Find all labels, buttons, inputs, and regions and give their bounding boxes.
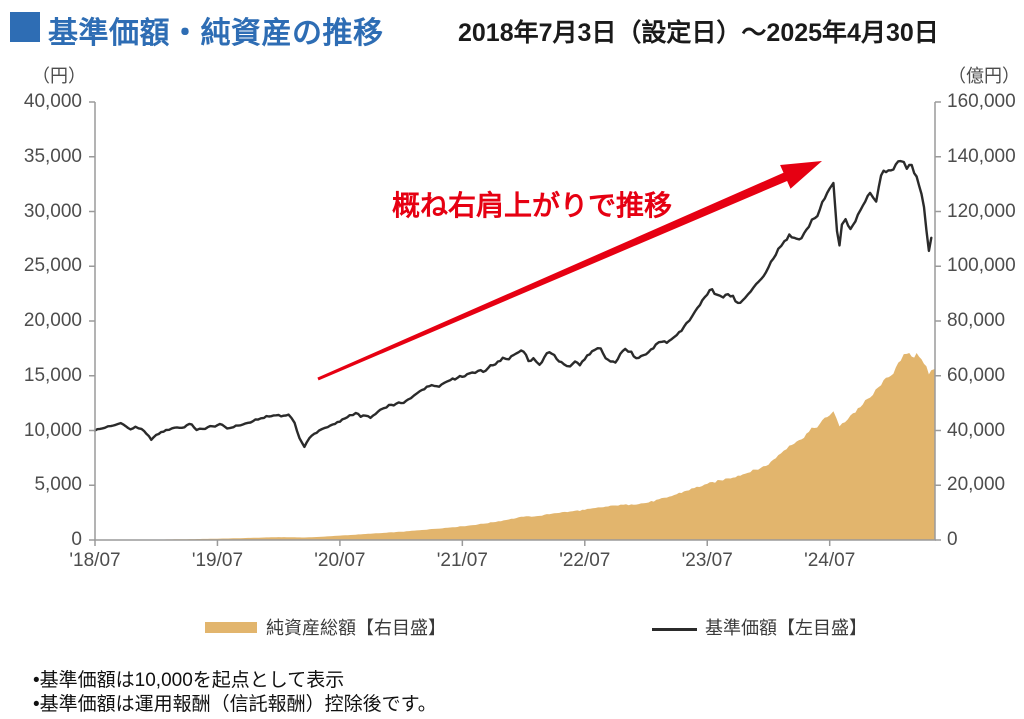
footnote-fees: •基準価額は運用報酬（信託報酬）控除後です。 bbox=[33, 694, 437, 715]
y-axis-left-tick-label: 20,000 bbox=[23, 310, 82, 331]
net-assets-legend-label: 純資産総額【右目盛】 bbox=[266, 618, 446, 638]
title-bullet-square bbox=[10, 12, 40, 42]
y-axis-left-tick-label: 30,000 bbox=[23, 200, 82, 222]
left-axis-unit-label: （円） bbox=[32, 66, 86, 86]
nav-legend-swatch bbox=[652, 628, 697, 631]
y-axis-left-tick-label: 5,000 bbox=[34, 474, 82, 496]
y-axis-right-tick-label: 120,000 bbox=[947, 200, 1016, 222]
y-axis-left-tick-label: 25,000 bbox=[23, 255, 82, 277]
y-axis-right-tick-label: 100,000 bbox=[947, 255, 1016, 277]
nav-legend-label: 基準価額【左目盛】 bbox=[705, 618, 867, 638]
x-axis-tick-label: '19/07 bbox=[191, 550, 244, 571]
y-axis-left-tick-label: 35,000 bbox=[23, 145, 82, 167]
y-axis-left-tick-label: 10,000 bbox=[23, 419, 82, 441]
y-axis-right-tick-label: 80,000 bbox=[947, 310, 1006, 331]
y-axis-left-tick-label: 40,000 bbox=[23, 91, 82, 112]
x-axis-tick-label: '21/07 bbox=[436, 550, 488, 571]
y-axis-left-tick-label: 0 bbox=[71, 529, 82, 550]
upward-trend-arrow bbox=[317, 161, 822, 381]
y-axis-right-tick-label: 60,000 bbox=[947, 364, 1006, 386]
x-axis-tick-label: '24/07 bbox=[804, 550, 856, 571]
chart-axes bbox=[89, 101, 941, 546]
page-title: 基準価額・純資産の推移 bbox=[48, 17, 384, 50]
trend-annotation-text: 概ね右肩上がりで推移 bbox=[392, 190, 673, 221]
y-axis-right-tick-label: 20,000 bbox=[947, 474, 1006, 496]
date-range-label: 2018年7月3日（設定日）～2025年4月30日 bbox=[458, 19, 939, 47]
y-axis-right-tick-label: 0 bbox=[947, 529, 958, 550]
footnote-nav-baseline: •基準価額は10,000を起点として表示 bbox=[33, 670, 345, 691]
x-axis-tick-label: '23/07 bbox=[681, 550, 733, 571]
x-axis-tick-label: '22/07 bbox=[559, 550, 611, 571]
net-assets-legend-swatch bbox=[205, 622, 257, 633]
y-axis-left-tick-label: 15,000 bbox=[23, 364, 82, 386]
x-axis-tick-label: '20/07 bbox=[314, 550, 366, 571]
y-axis-right-tick-label: 140,000 bbox=[947, 145, 1016, 167]
y-axis-right-tick-label: 160,000 bbox=[947, 91, 1016, 112]
y-axis-right-tick-label: 40,000 bbox=[947, 419, 1006, 441]
net-assets-area-series bbox=[95, 353, 935, 540]
right-axis-unit-label: （億円） bbox=[948, 66, 1020, 86]
x-axis-tick-label: '18/07 bbox=[69, 550, 121, 571]
nav-line-series bbox=[93, 159, 933, 449]
